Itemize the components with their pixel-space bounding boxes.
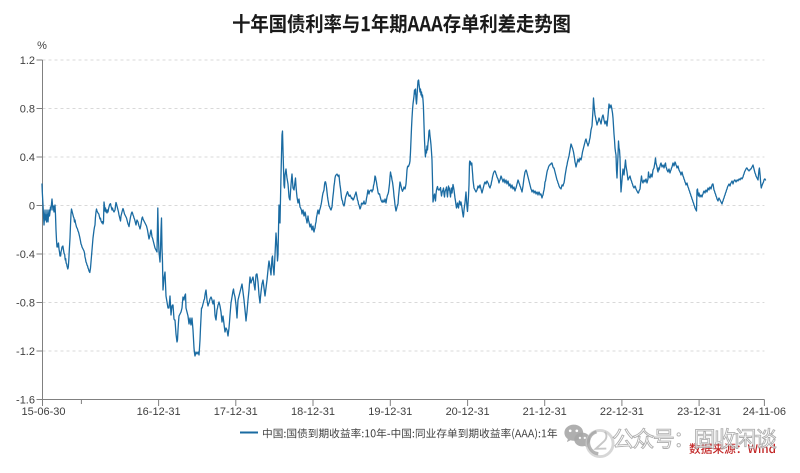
svg-text:0.8: 0.8 — [20, 103, 35, 115]
svg-text:22-12-31: 22-12-31 — [600, 406, 644, 418]
svg-text:0: 0 — [29, 200, 35, 212]
svg-text:18-12-31: 18-12-31 — [291, 406, 335, 418]
svg-text:24-11-06: 24-11-06 — [743, 406, 786, 418]
svg-text:23-12-31: 23-12-31 — [677, 406, 721, 418]
svg-text:-1.2: -1.2 — [16, 346, 35, 358]
svg-text:19-12-31: 19-12-31 — [368, 406, 412, 418]
svg-text:1.2: 1.2 — [20, 55, 35, 67]
svg-text:15-06-30: 15-06-30 — [21, 406, 65, 418]
svg-text:-1.6: -1.6 — [16, 394, 35, 406]
svg-text:-0.4: -0.4 — [16, 249, 35, 261]
svg-text:-0.8: -0.8 — [16, 297, 35, 309]
svg-text:%: % — [37, 40, 47, 52]
svg-text:16-12-31: 16-12-31 — [137, 406, 181, 418]
svg-text:0.4: 0.4 — [20, 152, 35, 164]
svg-text:17-12-31: 17-12-31 — [214, 406, 258, 418]
svg-text:20-12-31: 20-12-31 — [446, 406, 490, 418]
svg-text:21-12-31: 21-12-31 — [523, 406, 567, 418]
